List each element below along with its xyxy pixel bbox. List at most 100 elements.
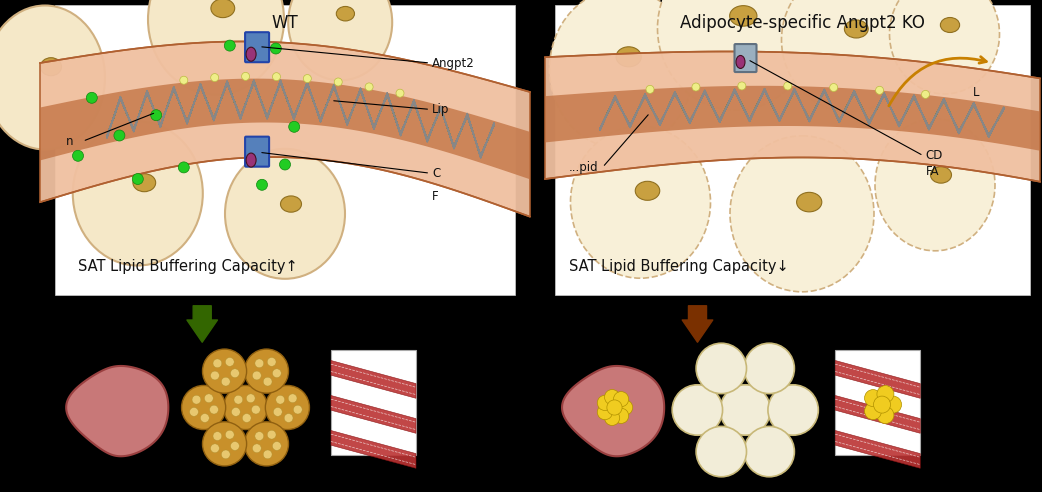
Circle shape — [223, 385, 268, 430]
Circle shape — [252, 371, 262, 380]
Ellipse shape — [148, 0, 284, 94]
Polygon shape — [331, 361, 416, 399]
Circle shape — [696, 343, 746, 394]
Polygon shape — [67, 366, 169, 456]
Circle shape — [225, 358, 234, 367]
Circle shape — [224, 40, 235, 51]
Ellipse shape — [844, 20, 868, 38]
Ellipse shape — [729, 5, 756, 26]
Circle shape — [720, 385, 770, 435]
Ellipse shape — [246, 153, 256, 167]
Ellipse shape — [210, 0, 234, 18]
Circle shape — [597, 395, 613, 410]
Circle shape — [252, 444, 262, 453]
Circle shape — [744, 427, 794, 477]
Polygon shape — [331, 430, 416, 468]
Circle shape — [692, 83, 700, 91]
Ellipse shape — [875, 119, 995, 251]
Text: Adipocyte-specific Angpt2 KO: Adipocyte-specific Angpt2 KO — [679, 14, 924, 32]
Circle shape — [202, 422, 247, 466]
Text: Lip: Lip — [432, 103, 449, 116]
Circle shape — [829, 84, 838, 92]
Circle shape — [270, 43, 281, 54]
Ellipse shape — [931, 167, 951, 183]
Circle shape — [204, 394, 214, 402]
Circle shape — [230, 369, 240, 378]
Circle shape — [606, 400, 622, 415]
Circle shape — [334, 78, 342, 86]
Circle shape — [768, 385, 818, 435]
Circle shape — [865, 402, 882, 420]
Circle shape — [246, 394, 255, 402]
Ellipse shape — [246, 47, 256, 61]
Circle shape — [264, 377, 272, 386]
Text: L: L — [973, 86, 979, 98]
Circle shape — [276, 395, 284, 404]
Circle shape — [256, 179, 268, 190]
Circle shape — [210, 74, 219, 82]
Circle shape — [264, 450, 272, 459]
Circle shape — [738, 82, 746, 90]
Ellipse shape — [940, 18, 960, 32]
FancyArrowPatch shape — [187, 306, 218, 342]
Circle shape — [877, 406, 894, 424]
Circle shape — [221, 450, 230, 459]
Circle shape — [614, 408, 628, 424]
Polygon shape — [55, 5, 515, 295]
Circle shape — [604, 410, 620, 426]
FancyBboxPatch shape — [836, 350, 920, 455]
Text: WT: WT — [272, 14, 298, 32]
Circle shape — [614, 392, 628, 407]
Circle shape — [234, 395, 243, 404]
Text: SAT Lipid Buffering Capacity↑: SAT Lipid Buffering Capacity↑ — [78, 258, 298, 274]
Circle shape — [181, 385, 226, 430]
Ellipse shape — [133, 174, 155, 192]
Circle shape — [255, 431, 264, 440]
Circle shape — [618, 400, 632, 415]
Polygon shape — [555, 5, 1029, 295]
Circle shape — [597, 404, 613, 420]
Circle shape — [303, 75, 312, 83]
Circle shape — [221, 377, 230, 386]
Circle shape — [294, 405, 302, 414]
Circle shape — [272, 369, 281, 378]
Polygon shape — [545, 86, 1040, 151]
Ellipse shape — [736, 56, 745, 68]
Text: C: C — [432, 167, 441, 180]
Polygon shape — [331, 396, 416, 433]
FancyBboxPatch shape — [331, 350, 416, 455]
Circle shape — [604, 390, 620, 405]
Circle shape — [180, 76, 188, 84]
Circle shape — [921, 91, 929, 98]
Circle shape — [273, 407, 282, 416]
Circle shape — [272, 73, 280, 81]
Ellipse shape — [730, 136, 874, 292]
Circle shape — [284, 414, 293, 423]
FancyArrowPatch shape — [683, 306, 713, 342]
Ellipse shape — [280, 196, 301, 212]
Text: SAT Lipid Buffering Capacity↓: SAT Lipid Buffering Capacity↓ — [569, 258, 789, 274]
Circle shape — [877, 386, 894, 402]
Circle shape — [784, 82, 792, 90]
Circle shape — [200, 414, 209, 423]
Circle shape — [213, 431, 222, 440]
Ellipse shape — [658, 0, 814, 110]
Circle shape — [243, 414, 251, 423]
Circle shape — [365, 83, 373, 91]
Circle shape — [696, 427, 746, 477]
Polygon shape — [836, 396, 920, 433]
Circle shape — [646, 85, 654, 93]
Circle shape — [272, 442, 281, 450]
Circle shape — [209, 405, 219, 414]
Circle shape — [210, 444, 219, 453]
Circle shape — [178, 162, 190, 173]
Ellipse shape — [796, 192, 822, 212]
Ellipse shape — [0, 5, 105, 150]
Circle shape — [289, 122, 300, 132]
Circle shape — [396, 89, 404, 97]
Circle shape — [245, 422, 289, 466]
Ellipse shape — [636, 181, 660, 200]
Circle shape — [132, 174, 144, 184]
Ellipse shape — [549, 0, 694, 149]
Text: FA: FA — [925, 165, 939, 178]
